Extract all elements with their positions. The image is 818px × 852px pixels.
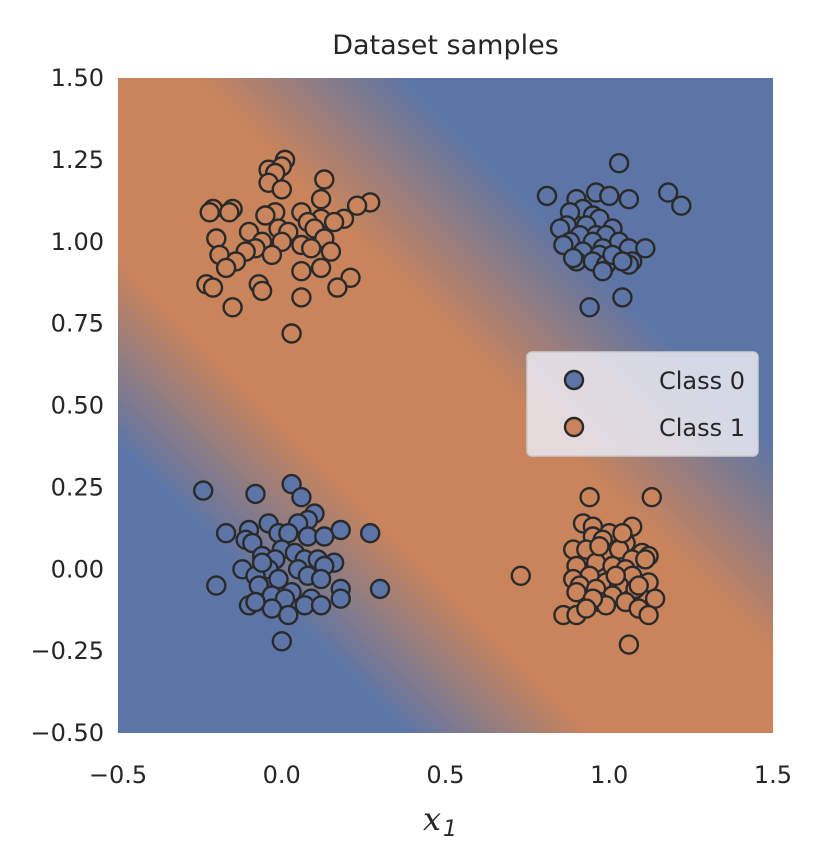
- y-tick-label: 0.75: [51, 310, 104, 338]
- data-point-class1: [310, 188, 332, 210]
- data-point-class0: [310, 568, 332, 590]
- y-tick-label: 0.25: [51, 473, 104, 501]
- data-point-class1: [215, 257, 237, 279]
- data-point-class1: [579, 487, 600, 508]
- data-point-class0: [612, 287, 633, 308]
- data-point-class1: [202, 277, 224, 298]
- data-point-class1: [206, 228, 227, 249]
- x-tick-label: 1.5: [754, 761, 792, 789]
- data-point-class0: [291, 487, 312, 508]
- x-tick-label: 1.0: [590, 761, 628, 789]
- data-point-class0: [310, 595, 332, 616]
- data-point-class0: [192, 480, 214, 501]
- data-point-class1: [589, 536, 610, 557]
- data-point-class1: [271, 179, 292, 200]
- data-point-class0: [536, 185, 558, 207]
- data-point-class1: [327, 277, 348, 298]
- legend-box: [526, 351, 759, 457]
- data-point-class1: [605, 565, 626, 586]
- data-point-class0: [671, 195, 692, 216]
- data-point-class0: [271, 631, 292, 652]
- legend-marker-class0: [563, 369, 585, 391]
- data-point-class1: [251, 280, 273, 302]
- data-point-class1: [281, 323, 302, 344]
- data-point-class1: [618, 634, 640, 655]
- data-point-class1: [255, 205, 276, 226]
- legend: Class 0 Class 1: [526, 351, 759, 457]
- data-point-class0: [658, 182, 679, 203]
- data-point-class1: [314, 169, 335, 190]
- data-point-class0: [360, 523, 381, 544]
- data-point-class1: [320, 241, 342, 262]
- series-class1: [196, 149, 666, 655]
- data-point-class0: [330, 588, 351, 609]
- legend-marker-class1: [563, 416, 585, 438]
- y-tick-label: 0.00: [51, 555, 104, 583]
- data-point-class1: [612, 523, 633, 544]
- data-point-class1: [219, 202, 240, 223]
- y-tick-label: 1.25: [51, 146, 104, 174]
- y-axis-ticks: 1.50 1.25 1.00 0.75 0.50 0.25 0.00 −0.25 −0.50: [30, 64, 104, 747]
- data-point-class1: [628, 575, 649, 596]
- data-point-class1: [199, 202, 220, 223]
- data-point-class0: [579, 297, 600, 318]
- data-point-class1: [638, 604, 659, 626]
- data-point-class1: [510, 565, 531, 586]
- data-point-class0: [278, 604, 299, 626]
- x-axis-ticks: −0.5 0.0 0.5 1.0 1.5: [89, 761, 792, 789]
- x-tick-label: 0.0: [263, 761, 301, 789]
- data-point-class1: [301, 238, 322, 259]
- y-tick-label: −0.25: [30, 637, 104, 665]
- data-point-class0: [599, 185, 620, 207]
- data-point-class0: [592, 261, 613, 282]
- data-point-class0: [608, 152, 630, 174]
- data-point-class0: [206, 575, 227, 596]
- data-point-class1: [635, 549, 656, 570]
- data-point-class0: [245, 483, 266, 505]
- data-point-class1: [641, 487, 662, 508]
- legend-label-class0: Class 0: [659, 367, 745, 395]
- y-tick-label: 1.00: [51, 228, 104, 256]
- data-point-class0: [369, 578, 391, 600]
- x-axis-label: x1: [423, 800, 457, 842]
- y-tick-label: 1.50: [51, 64, 104, 92]
- data-point-class0: [612, 251, 633, 272]
- x-tick-label: 0.5: [426, 761, 464, 789]
- data-point-class0: [635, 238, 656, 259]
- x-axis-label-subscript: 1: [443, 817, 457, 842]
- chart-title: Dataset samples: [332, 30, 559, 61]
- data-point-class1: [310, 257, 332, 279]
- data-point-class0: [314, 526, 335, 547]
- y-tick-label: −0.50: [30, 719, 104, 747]
- y-tick-label: 0.50: [51, 392, 104, 420]
- data-point-class1: [576, 598, 597, 619]
- data-point-class1: [222, 297, 243, 318]
- data-point-class1: [291, 261, 312, 282]
- x-tick-label: −0.5: [89, 761, 147, 789]
- data-point-class0: [251, 552, 273, 573]
- data-point-class1: [291, 287, 312, 308]
- data-point-class0: [245, 591, 266, 613]
- data-point-class1: [261, 244, 283, 266]
- data-points: [192, 149, 692, 655]
- data-point-class0: [618, 188, 640, 210]
- data-point-class1: [346, 195, 368, 216]
- legend-label-class1: Class 1: [659, 414, 745, 442]
- series-class0: [192, 152, 692, 652]
- data-point-class0: [563, 247, 584, 269]
- x-axis-label-main: x: [423, 800, 441, 838]
- data-point-class0: [215, 523, 237, 544]
- data-point-class1: [323, 211, 345, 233]
